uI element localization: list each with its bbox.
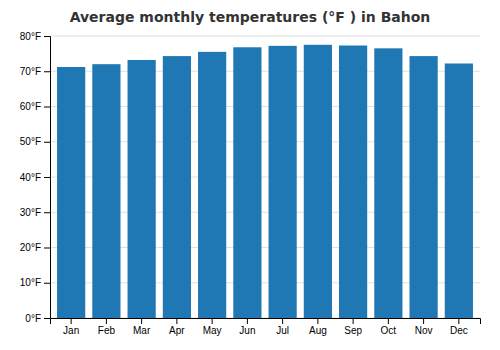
y-axis: 0°F 10°F 20°F 30°F 40°F 50°F 60°F 70°F 80°F <box>20 31 51 324</box>
tick-label: 40°F <box>20 172 41 183</box>
tick-mark <box>44 107 50 108</box>
tick-label: Oct <box>381 325 397 336</box>
tick-label: 20°F <box>20 242 41 253</box>
tick-label: Apr <box>169 325 185 336</box>
tick-mark <box>71 318 72 324</box>
tick: Jan <box>63 318 79 336</box>
tick: 50°F <box>20 136 50 147</box>
axis-line <box>51 319 481 325</box>
tick: Nov <box>415 318 433 336</box>
tick-mark <box>212 318 213 324</box>
bar <box>198 52 226 318</box>
bar <box>374 48 402 318</box>
tick: Oct <box>381 318 397 336</box>
tick-mark <box>44 142 50 143</box>
tick-label: Feb <box>98 325 116 336</box>
tick-mark <box>458 318 459 324</box>
tick-mark <box>317 318 318 324</box>
bar <box>128 60 156 318</box>
tick-label: Dec <box>450 325 468 336</box>
bar <box>57 67 85 318</box>
tick-label: Jan <box>63 325 79 336</box>
bar <box>163 56 191 318</box>
tick: Apr <box>169 318 185 336</box>
tick: 0°F <box>25 313 50 324</box>
bars <box>57 45 473 318</box>
tick-mark <box>176 318 177 324</box>
tick-mark <box>44 283 50 284</box>
tick-mark <box>388 318 389 324</box>
tick-mark <box>353 318 354 324</box>
title: Average monthly temperatures (°F ) in Ba… <box>70 9 431 25</box>
bar <box>233 47 261 318</box>
axis-line <box>44 37 51 319</box>
tick: 70°F <box>20 66 50 77</box>
tick: 30°F <box>20 207 50 218</box>
tick-mark <box>141 318 142 324</box>
bar <box>445 63 473 318</box>
tick-label: 80°F <box>20 31 41 42</box>
bar <box>92 64 120 318</box>
bar <box>410 56 438 318</box>
tick-label: 70°F <box>20 66 41 77</box>
tick-mark <box>44 36 50 37</box>
bar <box>269 46 297 318</box>
tick-mark <box>44 71 50 72</box>
bar <box>304 45 332 318</box>
tick-mark <box>423 318 424 324</box>
tick-label: 60°F <box>20 101 41 112</box>
tick-label: 30°F <box>20 207 41 218</box>
tick: Jul <box>276 318 289 336</box>
tick-label: 50°F <box>20 136 41 147</box>
tick: 40°F <box>20 172 50 183</box>
tick-label: 10°F <box>20 277 41 288</box>
tick-mark <box>282 318 283 324</box>
tick-mark <box>106 318 107 324</box>
grid-line <box>50 36 480 37</box>
tick: 10°F <box>20 277 50 288</box>
tick-label: Jul <box>276 325 289 336</box>
tick-label: Sep <box>344 325 362 336</box>
tick-mark <box>44 212 50 213</box>
tick-label: Mar <box>133 325 151 336</box>
tick: 80°F <box>20 31 50 42</box>
tick: Sep <box>344 318 362 336</box>
tick-label: Aug <box>309 325 327 336</box>
tick-label: 0°F <box>25 313 41 324</box>
tick-mark <box>44 318 50 319</box>
chart: Average monthly temperatures (°F ) in Ba… <box>0 0 500 350</box>
x-axis: Jan Feb Mar Apr May Jun Jul Aug Sep Oct Nov Dec <box>51 318 481 336</box>
tick: 60°F <box>20 101 50 112</box>
tick-mark <box>247 318 248 324</box>
grid <box>50 36 480 318</box>
tick: Jun <box>239 318 255 336</box>
tick-label: Jun <box>239 325 255 336</box>
tick: 20°F <box>20 242 50 253</box>
tick: Dec <box>450 318 468 336</box>
tick: Aug <box>309 318 327 336</box>
tick-mark <box>44 177 50 178</box>
tick: Mar <box>133 318 151 336</box>
tick-mark <box>44 248 50 249</box>
tick-label: May <box>203 325 222 336</box>
tick: May <box>203 318 222 336</box>
tick-label: Nov <box>415 325 433 336</box>
bar <box>339 46 367 318</box>
plot: 0°F 10°F 20°F 30°F 40°F 50°F 60°F 70°F 80°F Jan Fe… <box>20 31 481 336</box>
tick: Feb <box>98 318 116 336</box>
